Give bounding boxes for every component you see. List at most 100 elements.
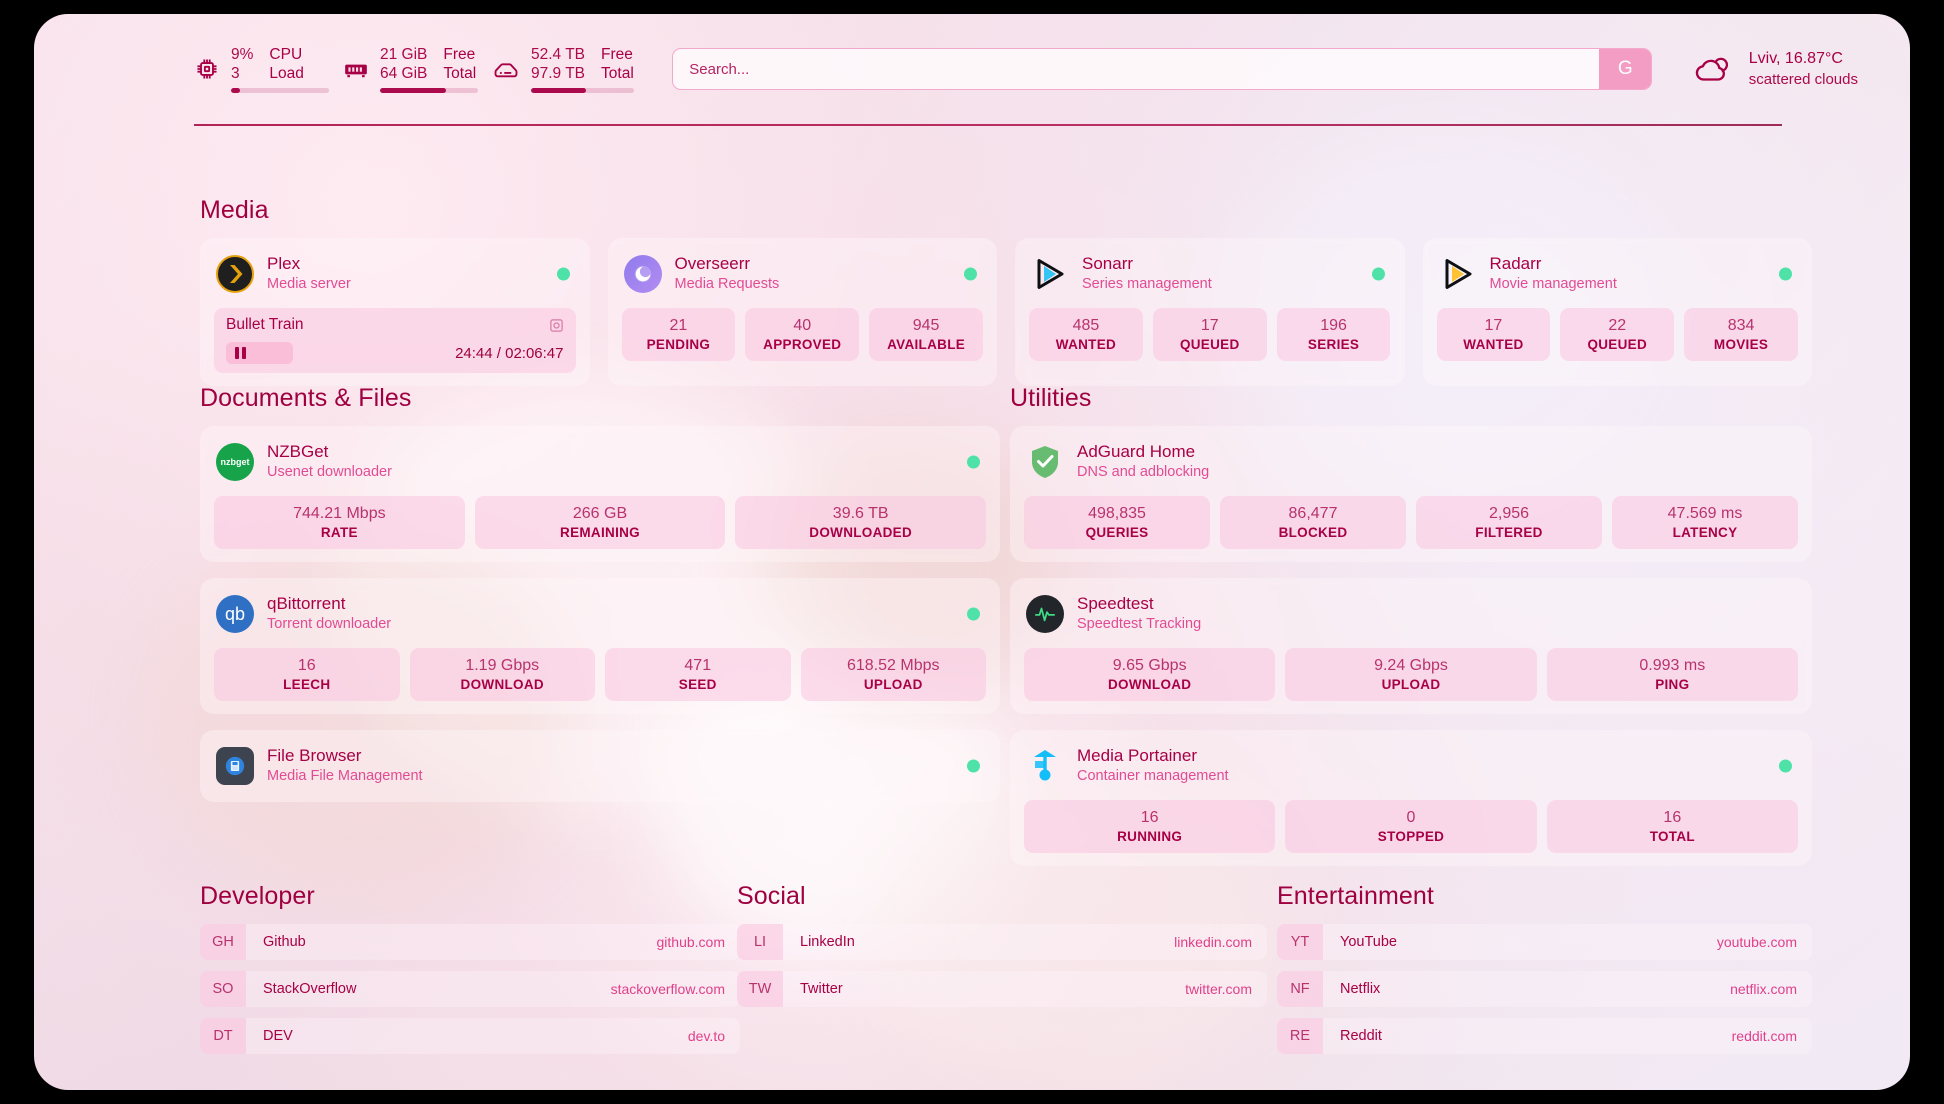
tile-value: 16 (297, 657, 316, 674)
tile-label: RATE (320, 525, 358, 540)
card-portainer-subtitle: Container management (1077, 768, 1229, 784)
status-badge-plex (556, 267, 570, 280)
tile-portainer-total: 16 TOTAL (1546, 800, 1798, 853)
bookmark-dev[interactable]: DT DEV dev.to (200, 1018, 740, 1054)
stat-memory: 21 GiB 64 GiB Free Total (343, 45, 478, 93)
card-file-browser[interactable]: File Browser Media File Management (200, 730, 1000, 802)
card-file-browser-subtitle: Media File Management (267, 768, 423, 784)
bookmark-abbr: NF (1277, 971, 1323, 1007)
card-nzbget[interactable]: nzbget NZBGet Usenet downloader 744.21 M… (200, 426, 1000, 562)
section-utilities: Utilities AdGuard Home DNS and adblockin… (1010, 384, 1812, 866)
bookmark-abbr: GH (200, 924, 246, 960)
section-title-utilities: Utilities (1010, 384, 1092, 412)
speedtest-icon (1026, 595, 1064, 633)
status-badge-file-browser (967, 759, 980, 772)
bookmark-reddit[interactable]: RE Reddit reddit.com (1277, 1018, 1812, 1054)
tile-label: DOWNLOAD (460, 677, 544, 692)
plex-progress-bar[interactable] (226, 342, 444, 364)
weather-widget: Lviv, 16.87°C scattered clouds (1691, 48, 1858, 90)
stat-cpu-label-top: CPU (269, 46, 303, 63)
bookmark-title-entertainment: Entertainment (1277, 882, 1434, 910)
cast-icon[interactable] (549, 318, 564, 333)
tile-qbittorrent-leech: 16 LEECH (214, 648, 400, 701)
bookmark-url: youtube.com (1716, 934, 1797, 950)
stat-disk-value-bottom: 97.9 TB (531, 65, 586, 82)
tile-label: FILTERED (1475, 525, 1543, 540)
tile-overseerr-pending: 21 PENDING (621, 308, 736, 361)
bookmark-group-developer: Developer GH Github github.com SO StackO… (200, 882, 740, 1065)
tile-sonarr-series: 196 SERIES (1276, 308, 1391, 361)
stat-disk-label-top: Free (601, 46, 633, 63)
card-overseerr[interactable]: Overseerr Media Requests 21 PENDING 40 A… (607, 238, 997, 386)
cpu-icon (194, 56, 220, 82)
tile-value: 618.52 Mbps (846, 657, 940, 674)
card-adguard-home[interactable]: AdGuard Home DNS and adblocking 498,835 … (1010, 426, 1812, 562)
bookmark-youtube[interactable]: YT YouTube youtube.com (1277, 924, 1812, 960)
card-speedtest-name: Speedtest (1077, 594, 1154, 613)
bookmark-name: YouTube (1340, 934, 1397, 950)
bookmark-abbr: RE (1277, 1018, 1323, 1054)
tile-sonarr-wanted: 485 WANTED (1029, 308, 1143, 361)
tile-value: 47.569 ms (1667, 505, 1743, 522)
tile-label: APPROVED (763, 337, 842, 352)
card-plex-subtitle: Media server (267, 276, 351, 292)
tile-value: 9.24 Gbps (1374, 657, 1448, 674)
tile-qbittorrent-seed: 471 SEED (605, 648, 791, 701)
google-search-button[interactable]: G (1599, 49, 1652, 89)
tile-value: 471 (684, 657, 712, 674)
pause-icon[interactable] (235, 347, 246, 359)
plex-playback-time: 24:44 / 02:06:47 (455, 344, 564, 362)
tile-overseerr-approved: 40 APPROVED (745, 308, 860, 361)
bookmark-name: LinkedIn (800, 934, 855, 950)
bookmark-linkedin[interactable]: LI LinkedIn linkedin.com (737, 924, 1267, 960)
card-media-portainer[interactable]: Media Portainer Container management 16 … (1010, 730, 1812, 866)
stat-memory-value-bottom: 64 GiB (380, 65, 428, 82)
bookmark-url: reddit.com (1731, 1028, 1797, 1044)
tile-label: UPLOAD (1381, 677, 1441, 692)
sonarr-icon (1031, 255, 1069, 293)
card-sonarr-subtitle: Series management (1082, 276, 1212, 292)
nzbget-icon: nzbget (216, 443, 254, 481)
search-bar[interactable]: G (672, 48, 1653, 90)
card-radarr[interactable]: Radarr Movie management 17 WANTED 22 QUE… (1422, 238, 1812, 386)
tile-label: STOPPED (1377, 829, 1445, 844)
tile-nzbget-rate: 744.21 Mbps RATE (214, 496, 465, 549)
status-badge-sonarr (1371, 267, 1385, 280)
tile-label: UPLOAD (863, 677, 923, 692)
tile-label: WANTED (1463, 337, 1524, 352)
tile-speedtest-download: 9.65 Gbps DOWNLOAD (1024, 648, 1276, 701)
stat-disk-progress (531, 88, 634, 93)
card-qbittorrent[interactable]: qb qBittorrent Torrent downloader 16 LEE… (200, 578, 1000, 714)
bookmark-github[interactable]: GH Github github.com (200, 924, 740, 960)
tile-label: QUEUED (1179, 337, 1240, 352)
card-speedtest[interactable]: Speedtest Speedtest Tracking 9.65 Gbps D… (1010, 578, 1812, 714)
weather-location-temp: Lviv, 16.87°C (1748, 50, 1843, 67)
search-input[interactable] (673, 49, 1600, 89)
bookmark-title-developer: Developer (200, 882, 315, 910)
stat-cpu-value-top: 9% (231, 46, 254, 63)
tile-qbittorrent-download: 1.19 Gbps DOWNLOAD (409, 648, 595, 701)
card-sonarr[interactable]: Sonarr Series management 485 WANTED 17 Q… (1015, 238, 1405, 386)
tile-adguard-latency: 47.569 ms LATENCY (1612, 496, 1798, 549)
card-overseerr-subtitle: Media Requests (674, 276, 780, 292)
tile-label: AVAILABLE (887, 337, 966, 352)
bookmark-abbr: DT (200, 1018, 246, 1054)
bookmark-twitter[interactable]: TW Twitter twitter.com (737, 971, 1267, 1007)
tile-adguard-filtered: 2,956 FILTERED (1416, 496, 1602, 549)
bookmark-url: twitter.com (1185, 981, 1252, 997)
system-stats: 9% 3 CPU Load (194, 45, 634, 93)
tile-speedtest-ping: 0.993 ms PING (1546, 648, 1798, 701)
card-plex[interactable]: Plex Media server Bullet Train (200, 238, 590, 386)
dashboard-window: 9% 3 CPU Load (34, 14, 1910, 1090)
plex-player[interactable]: Bullet Train (214, 308, 576, 373)
section-documents: Documents & Files nzbget NZBGet Usenet d… (200, 384, 1000, 802)
bookmark-group-entertainment: Entertainment YT YouTube youtube.com NF … (1277, 882, 1812, 1065)
bookmark-abbr: LI (737, 924, 783, 960)
bookmark-netflix[interactable]: NF Netflix netflix.com (1277, 971, 1812, 1007)
card-file-browser-name: File Browser (267, 746, 362, 765)
tile-value: 22 (1608, 317, 1627, 334)
bookmark-stackoverflow[interactable]: SO StackOverflow stackoverflow.com (200, 971, 740, 1007)
portainer-icon (1026, 747, 1064, 785)
tile-nzbget-downloaded: 39.6 TB DOWNLOADED (735, 496, 987, 549)
stat-cpu-label-bottom: Load (269, 65, 304, 82)
